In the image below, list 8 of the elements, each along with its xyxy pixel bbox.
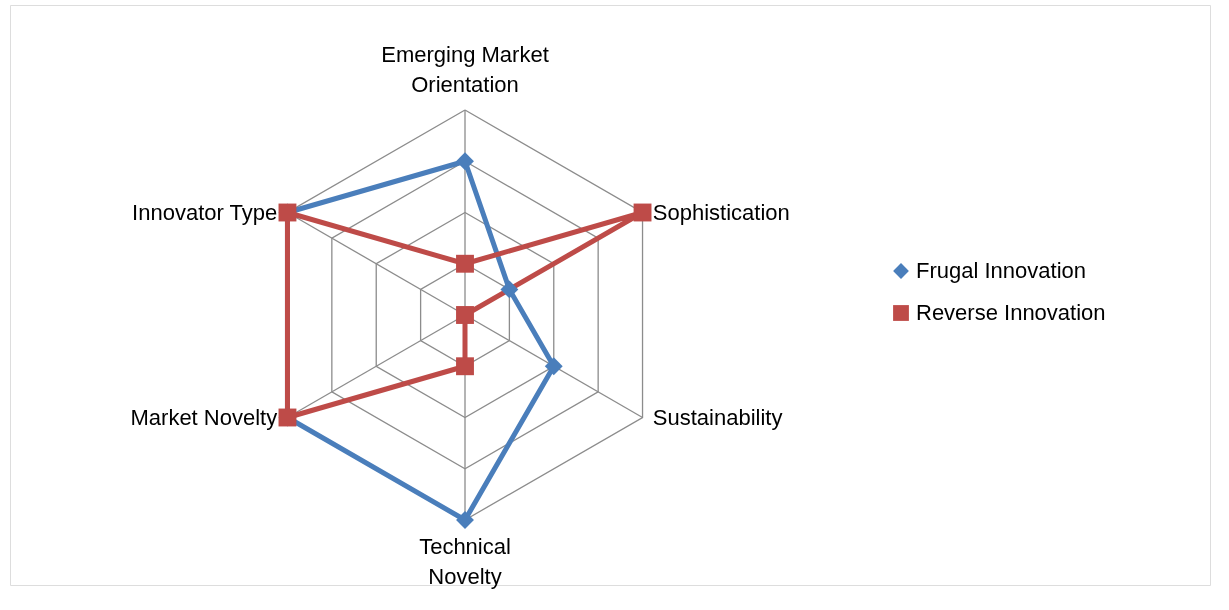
spoke-label: Sophistication [652, 199, 790, 225]
spoke-label: Technical Novelty [419, 533, 511, 589]
spoke-label: Innovator Type [132, 199, 278, 225]
spoke-label: Emerging Market Orientation [381, 41, 549, 97]
legend-label: Frugal Innovation [916, 258, 1086, 283]
spoke-label: Market Novelty [130, 404, 278, 430]
spoke-label: Sustainability [652, 404, 783, 430]
legend-label: Reverse Innovation [916, 300, 1106, 325]
